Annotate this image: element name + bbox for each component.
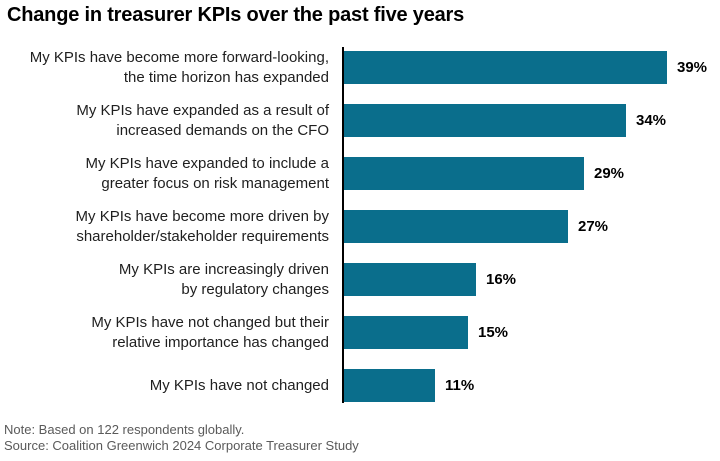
bar	[344, 316, 468, 349]
bar-track: 16%	[344, 263, 720, 296]
bar-track: 15%	[344, 316, 720, 349]
chart-row: My KPIs have expanded as a result of inc…	[0, 94, 720, 147]
category-label: My KPIs have become more forward-looking…	[29, 48, 329, 86]
value-label: 11%	[445, 377, 475, 394]
bar-track: 29%	[344, 157, 720, 190]
bar	[344, 369, 435, 402]
category-label: My KPIs have not changed but their relat…	[91, 313, 329, 351]
chart-footer: Note: Based on 122 respondents globally.…	[4, 422, 359, 454]
bar	[344, 104, 626, 137]
value-label: 39%	[677, 59, 708, 76]
bar	[344, 210, 568, 243]
bar	[344, 263, 476, 296]
value-label: 16%	[486, 271, 517, 288]
chart-row: My KPIs have expanded to include a great…	[0, 147, 720, 200]
footer-note: Note: Based on 122 respondents globally.	[4, 422, 245, 437]
value-label: 34%	[636, 112, 667, 129]
value-label: 15%	[478, 324, 509, 341]
y-axis-line	[342, 47, 344, 403]
category-label: My KPIs are increasingly driven by regul…	[118, 260, 329, 298]
bar	[344, 51, 667, 84]
chart-row: My KPIs have become more driven by share…	[0, 200, 720, 253]
bar-chart: My KPIs have become more forward-looking…	[0, 41, 720, 412]
chart-row: My KPIs have become more forward-looking…	[0, 41, 720, 94]
bar-track: 39%	[344, 51, 720, 84]
category-label: My KPIs have expanded to include a great…	[85, 154, 330, 192]
chart-row: My KPIs are increasingly driven by regul…	[0, 253, 720, 306]
bar-track: 34%	[344, 104, 720, 137]
chart-title: Change in treasurer KPIs over the past f…	[7, 4, 465, 26]
category-label: My KPIs have become more driven by share…	[75, 207, 329, 245]
category-label: My KPIs have expanded as a result of inc…	[76, 101, 329, 139]
chart-row: My KPIs have not changed 11%	[0, 359, 720, 412]
value-label: 29%	[594, 165, 625, 182]
footer-source: Source: Coalition Greenwich 2024 Corpora…	[4, 438, 359, 453]
bar-track: 11%	[344, 369, 720, 402]
value-label: 27%	[578, 218, 609, 235]
chart-row: My KPIs have not changed but their relat…	[0, 306, 720, 359]
bar	[344, 157, 584, 190]
category-label: My KPIs have not changed	[149, 376, 329, 394]
bar-track: 27%	[344, 210, 720, 243]
